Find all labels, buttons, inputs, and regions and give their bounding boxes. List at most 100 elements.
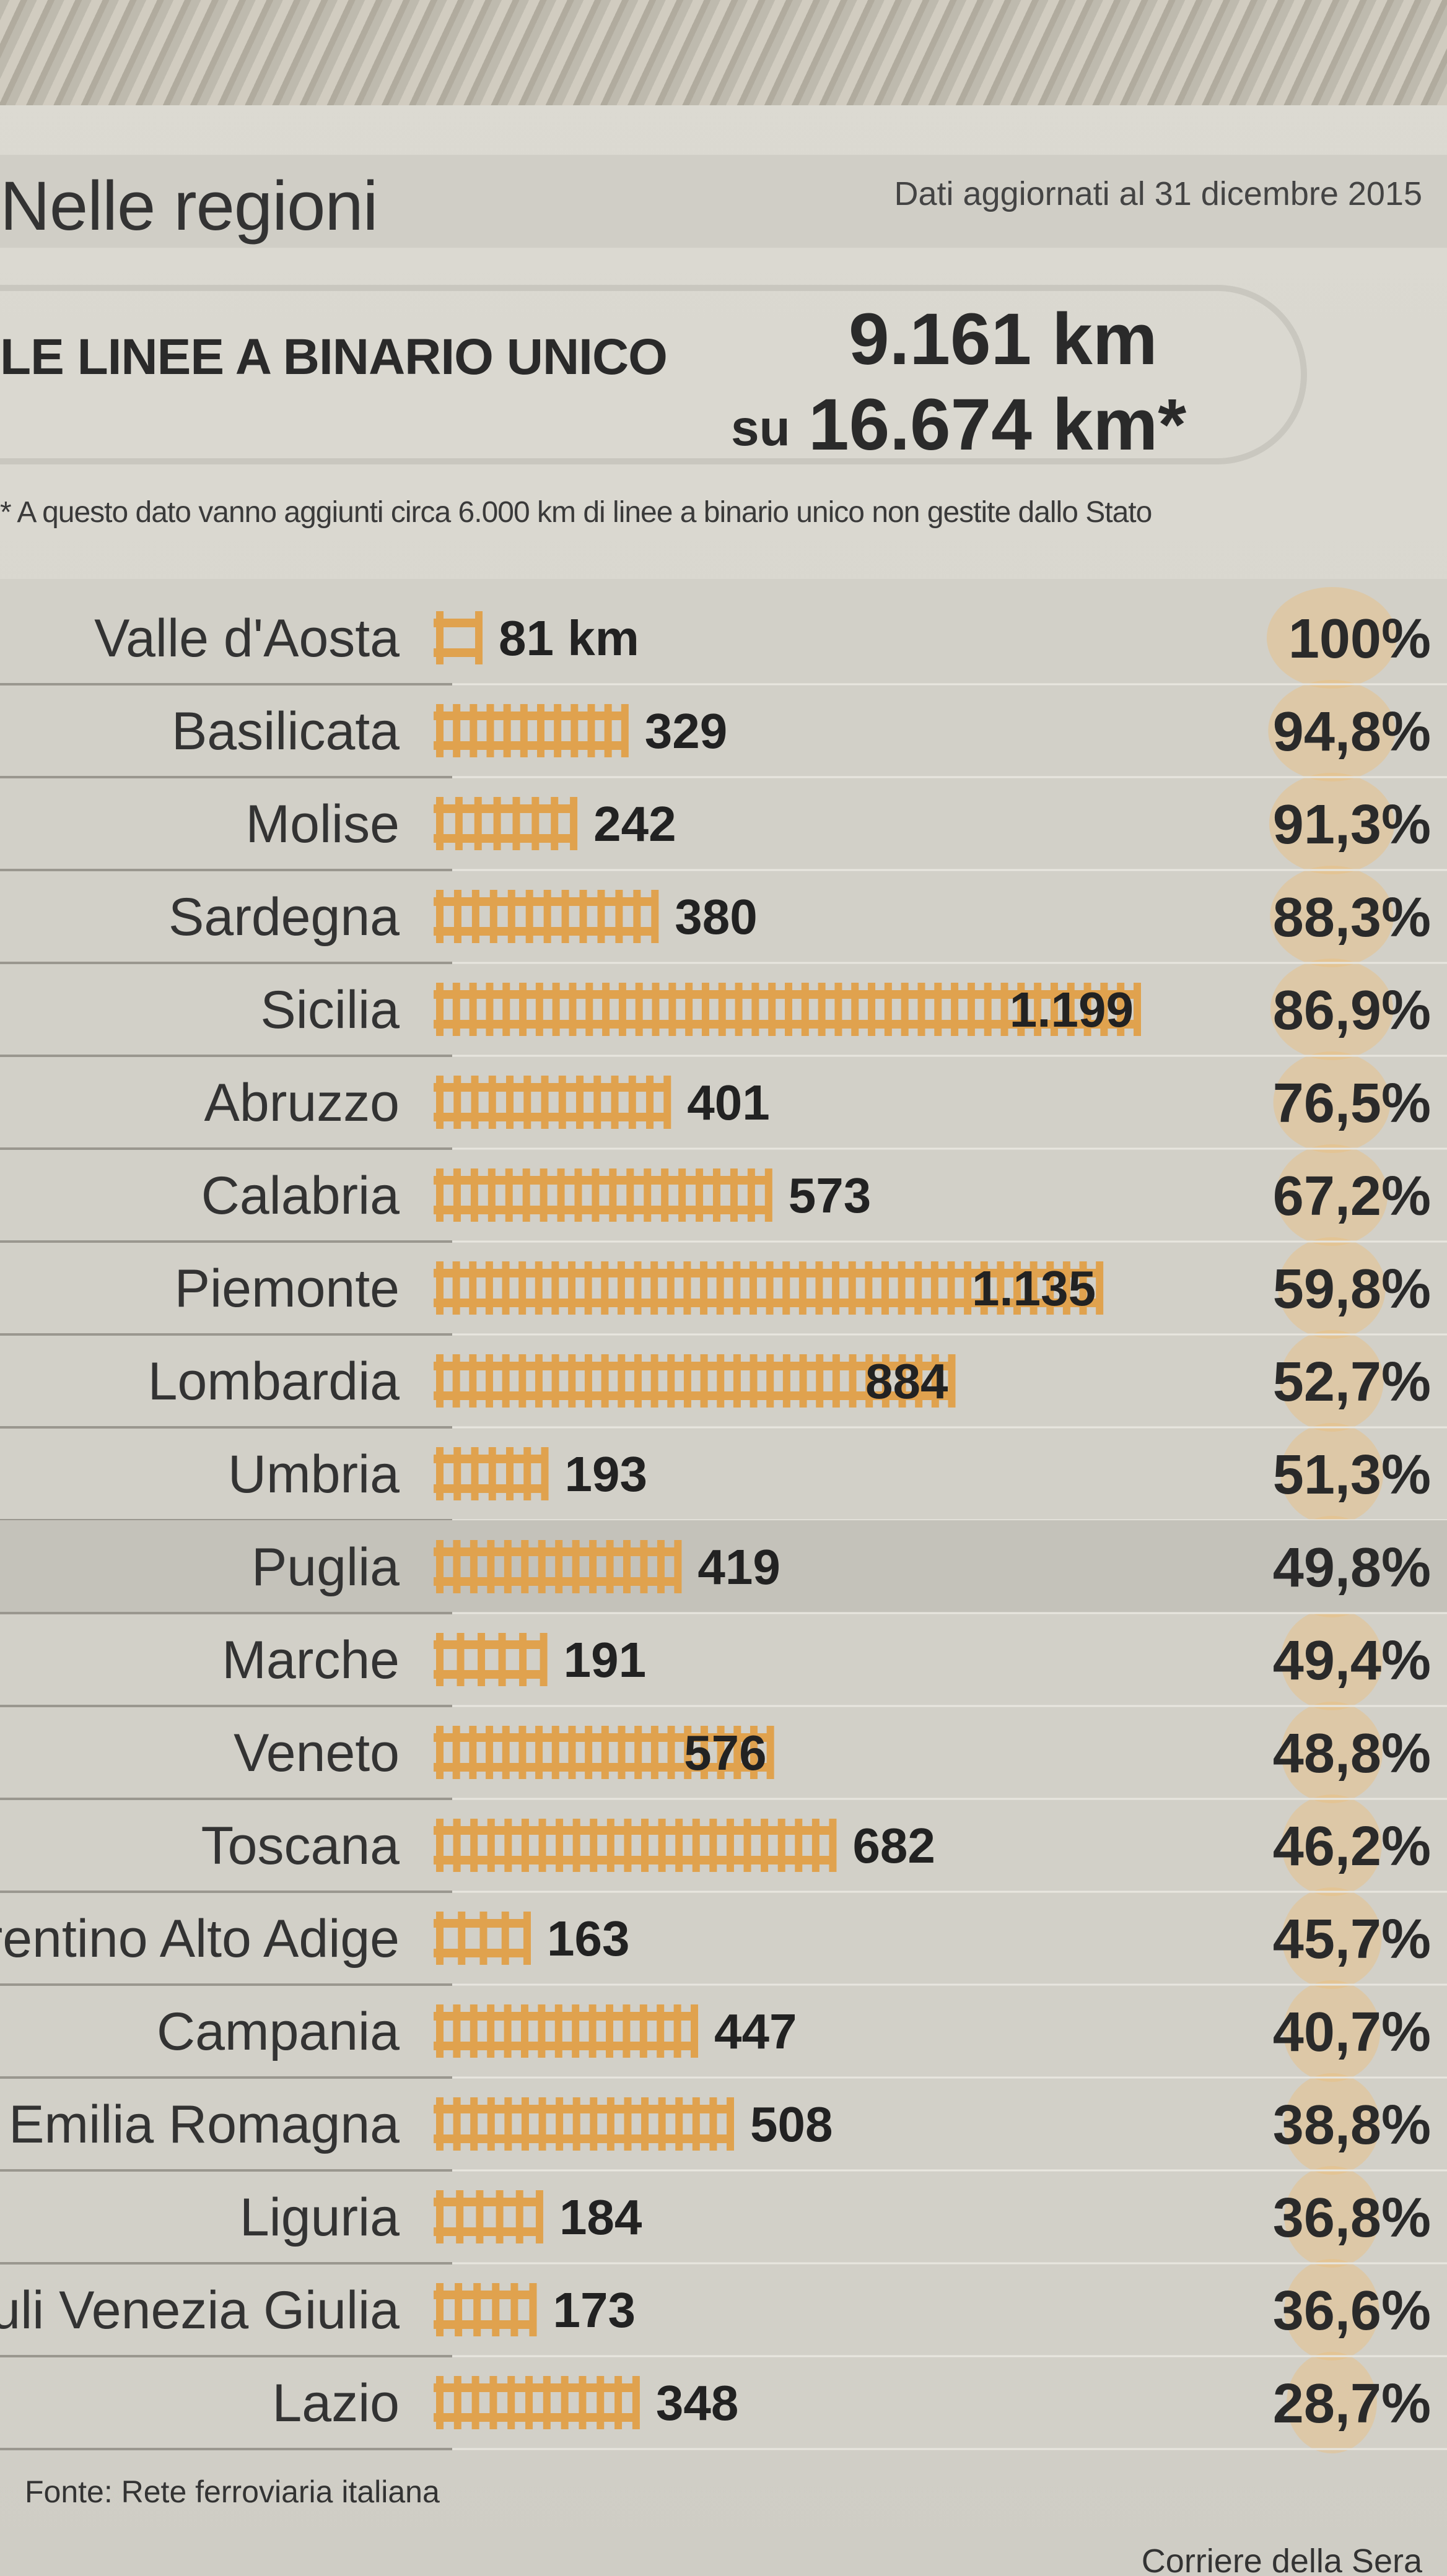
bar (434, 2097, 735, 2151)
credit-note: Corriere della Sera (1141, 2543, 1422, 2576)
percent-label: 100% (1288, 608, 1431, 670)
value-label: 576 (684, 1725, 766, 1780)
percent-highlight (1283, 2073, 1380, 2175)
category-label: Toscana (201, 1816, 400, 1876)
chart-row: Basilicata 329 94,8% (0, 701, 1447, 778)
header-band (0, 155, 1447, 248)
chart-row: Veneto 576 48,8% (0, 1723, 1447, 1800)
bar (434, 1447, 549, 1500)
bar (434, 1261, 1104, 1315)
chart-row: Marche 191 49,4% (0, 1630, 1447, 1707)
chart-row: Campania 447 40,7% (0, 2001, 1447, 2079)
percent-highlight (1280, 1423, 1384, 1525)
percent-highlight (1273, 1051, 1391, 1153)
value-label: 508 (750, 2097, 833, 2152)
summary-total-prefix: su (731, 400, 790, 456)
percent-highlight (1267, 587, 1397, 689)
percent-label: 36,8% (1273, 2187, 1431, 2249)
category-label: Lazio (272, 2374, 400, 2433)
percent-highlight (1283, 1980, 1381, 2082)
bar (434, 1726, 774, 1779)
percent-label: 52,7% (1273, 1351, 1431, 1413)
chart-row: Sicilia 1.199 86,9% (0, 980, 1447, 1057)
category-label: Marche (222, 1630, 400, 1690)
row-highlight-band (0, 1520, 1447, 1613)
value-label: 682 (852, 1818, 935, 1873)
torn-paper-edge (0, 0, 1447, 105)
track-ribbon-decoration (0, 285, 1307, 464)
percent-label: 49,4% (1273, 1630, 1431, 1692)
category-label: Friuli Venezia Giulia (0, 2281, 400, 2340)
value-label: 191 (564, 1632, 646, 1687)
percent-highlight (1270, 959, 1394, 1060)
percent-label: 86,9% (1273, 980, 1431, 1042)
value-label: 380 (675, 889, 757, 944)
percent-label: 36,6% (1273, 2280, 1431, 2342)
bar (434, 1912, 531, 1965)
category-label: Liguria (240, 2188, 400, 2247)
bar (434, 983, 1141, 1036)
bar (434, 797, 578, 850)
percent-label: 49,8% (1273, 1537, 1431, 1599)
value-label: 193 (565, 1447, 647, 1502)
percent-label: 76,5% (1273, 1073, 1431, 1134)
bar (434, 2283, 537, 2336)
category-label: Abruzzo (204, 1073, 400, 1133)
percent-label: 40,7% (1273, 2001, 1431, 2063)
category-label: Emilia Romagna (9, 2095, 400, 2154)
bar (434, 1540, 682, 1593)
chart-row: Molise 242 91,3% (0, 794, 1447, 871)
chart-row: Friuli Venezia Giulia 173 36,6% (0, 2280, 1447, 2357)
chart-row: Calabria 573 67,2% (0, 1165, 1447, 1243)
bar (434, 1076, 671, 1129)
percent-label: 59,8% (1273, 1258, 1431, 1320)
percent-highlight (1281, 1702, 1383, 1803)
chart-row: Piemonte 1.135 59,8% (0, 1258, 1447, 1336)
bar (434, 611, 483, 664)
bar (434, 890, 659, 943)
category-label: Trentino Alto Adige (0, 1909, 400, 1969)
bar (434, 1168, 772, 1222)
category-label: Umbria (228, 1445, 400, 1504)
chart-row: Emilia Romagna 508 38,8% (0, 2094, 1447, 2172)
value-label: 173 (553, 2282, 635, 2338)
summary-label: LE LINEE A BINARIO UNICO (0, 329, 668, 385)
bar (434, 704, 629, 757)
summary-value: 9.161 km (849, 298, 1158, 380)
chart-row: Puglia 419 49,8% (0, 1520, 1447, 1614)
category-label: Valle d'Aosta (94, 609, 400, 668)
bar (434, 2190, 543, 2243)
chart-row: Toscana 682 46,2% (0, 1816, 1447, 1893)
percent-label: 88,3% (1273, 887, 1431, 949)
source-note: Fonte: Rete ferroviaria italiana (25, 2474, 440, 2509)
percent-highlight (1278, 1237, 1386, 1339)
value-label: 81 km (499, 611, 639, 666)
category-label: Sicilia (260, 980, 400, 1040)
percent-highlight (1287, 2352, 1377, 2453)
date-note: Dati aggiornati al 31 dicembre 2015 (894, 175, 1422, 212)
category-label: Basilicata (172, 702, 400, 761)
page-title: Nelle regioni (0, 167, 378, 245)
category-label: Campania (157, 2002, 400, 2061)
percent-highlight (1280, 1609, 1383, 1710)
percent-highlight (1282, 1795, 1382, 1896)
value-label: 884 (865, 1354, 948, 1409)
summary-box (0, 260, 1394, 483)
value-label: 573 (789, 1168, 871, 1223)
percent-label: 94,8% (1273, 701, 1431, 763)
percent-highlight (1284, 2166, 1379, 2268)
value-label: 419 (697, 1539, 780, 1595)
percent-highlight (1268, 680, 1396, 781)
chart-row: Abruzzo 401 76,5% (0, 1073, 1447, 1150)
value-label: 1.135 (972, 1261, 1096, 1316)
bar (434, 1819, 837, 1872)
value-label: 447 (714, 2004, 797, 2059)
percent-label: 51,3% (1273, 1444, 1431, 1506)
value-label: 163 (547, 1911, 629, 1966)
category-label: Puglia (251, 1538, 400, 1597)
value-label: 348 (656, 2375, 738, 2430)
chart-row: Sardegna 380 88,3% (0, 887, 1447, 964)
category-label: Calabria (201, 1166, 400, 1225)
